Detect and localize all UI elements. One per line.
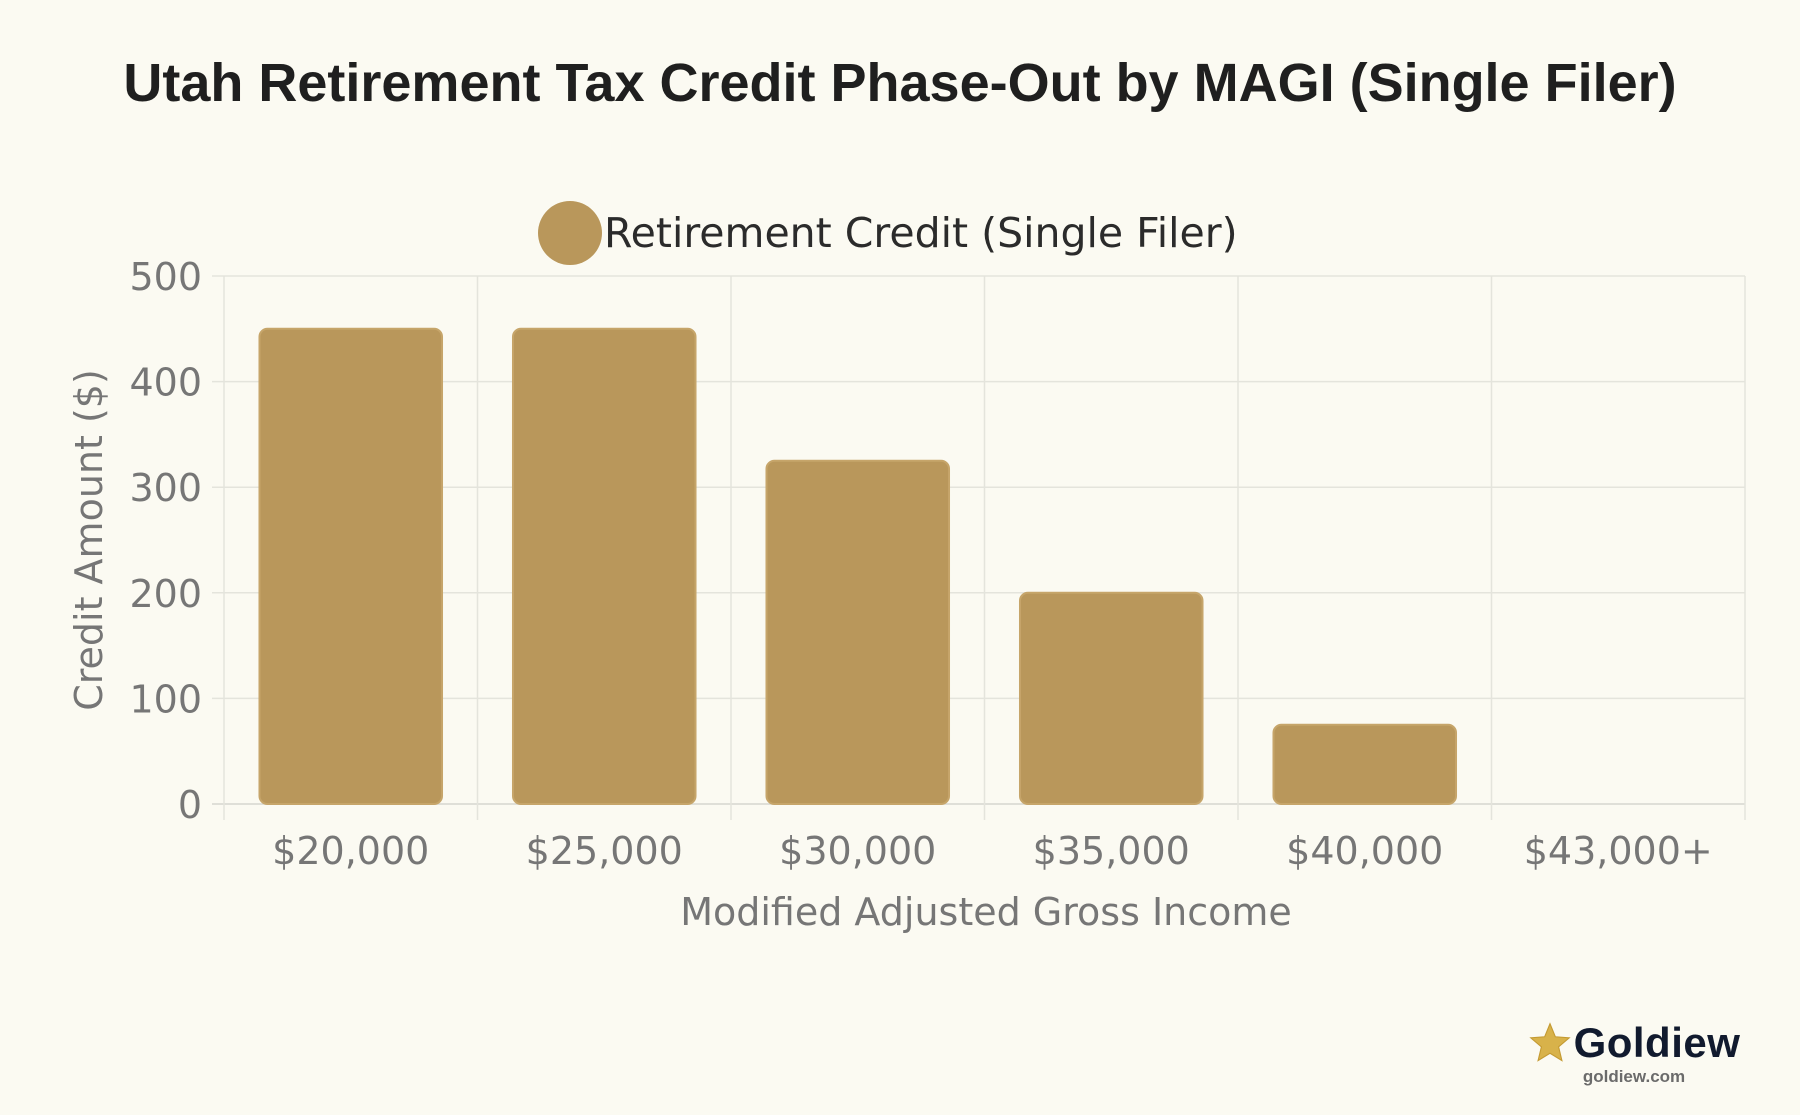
bar — [765, 459, 951, 805]
brand-url: goldiew.com — [1582, 1067, 1686, 1086]
legend: Retirement Credit (Single Filer) — [538, 201, 1238, 265]
chart-title: Utah Retirement Tax Credit Phase-Out by … — [123, 53, 1677, 113]
y-tick-label: 100 — [129, 677, 202, 721]
brand-logo: Goldiew goldiew.com — [1514, 1019, 1754, 1087]
y-tick-label: 500 — [129, 255, 202, 299]
axes: 0 100 200 300 400 500 $20,000 $25,000 $30,000 $35… — [129, 255, 1712, 873]
brand-row: Goldiew — [1514, 1019, 1754, 1067]
x-tick-label: $30,000 — [779, 829, 936, 873]
bars — [258, 327, 1458, 805]
y-tick-label: 200 — [129, 572, 202, 616]
y-tick-label: 400 — [129, 361, 202, 405]
bar — [1272, 723, 1458, 805]
x-axis-label: Modified Adjusted Gross Income — [680, 890, 1292, 934]
bar — [258, 327, 444, 805]
star-icon — [1528, 1022, 1571, 1062]
brand-name: Goldiew — [1573, 1019, 1741, 1066]
bar — [511, 327, 697, 805]
legend-swatch — [538, 201, 602, 265]
x-tick-label: $35,000 — [1033, 829, 1190, 873]
x-tick-label: $25,000 — [526, 829, 683, 873]
x-tick-label: $43,000+ — [1524, 829, 1713, 873]
x-tick-label: $20,000 — [272, 829, 429, 873]
bar — [1018, 591, 1204, 805]
y-axis-label: Credit Amount ($) — [67, 369, 111, 711]
x-tick-label: $40,000 — [1286, 829, 1443, 873]
grid-lines — [212, 275, 1746, 820]
y-tick-label: 300 — [129, 466, 202, 510]
legend-label: Retirement Credit (Single Filer) — [604, 209, 1238, 257]
y-tick-label: 0 — [178, 783, 202, 827]
